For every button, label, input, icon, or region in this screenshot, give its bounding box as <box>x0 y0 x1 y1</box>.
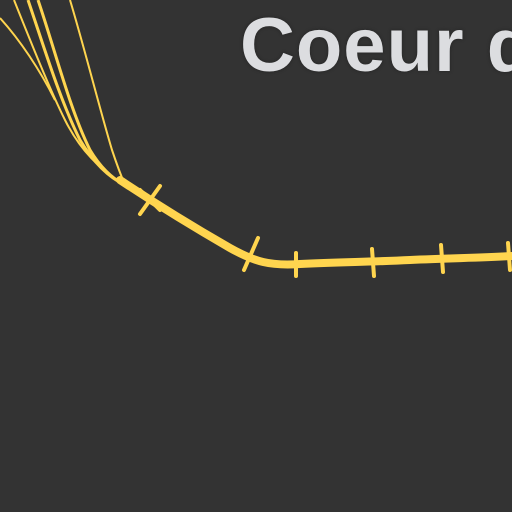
rail-station-marker[interactable] <box>370 247 376 278</box>
rail-branch-track <box>26 0 126 187</box>
rail-branch-track <box>69 0 126 186</box>
rail-branch-track <box>0 17 56 101</box>
rail-station-marker[interactable] <box>439 243 445 274</box>
rail-station-marker[interactable] <box>138 184 162 216</box>
rail-station-marker[interactable] <box>242 236 260 272</box>
rail-main-track <box>116 176 512 269</box>
place-label: Coeur d <box>240 3 512 88</box>
rail-branch-track <box>36 0 126 187</box>
rail-branch-track <box>13 0 126 186</box>
rail-station-marker[interactable] <box>506 241 512 272</box>
